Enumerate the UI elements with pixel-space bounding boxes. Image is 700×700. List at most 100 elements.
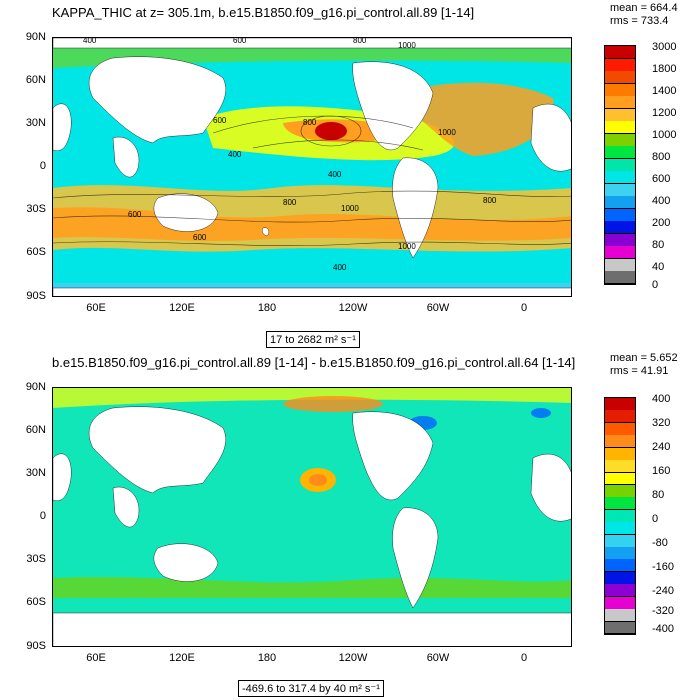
contour-label: 800	[283, 198, 297, 207]
legend-swatch	[605, 596, 635, 610]
contour-label: 600	[128, 210, 142, 219]
panel1-title: KAPPA_THIC at z= 305.1m, b.e15.B1850.f09…	[52, 5, 475, 20]
panel2-arctic-high	[283, 396, 383, 412]
lat-label: 30N	[25, 117, 46, 129]
legend-swatch	[605, 183, 635, 197]
lon-label: 120E	[169, 302, 195, 314]
panel2-legend: 400 320 240 160 80 0 -80 -160 -240 -320 …	[604, 393, 694, 642]
legend-label: 600	[652, 173, 671, 185]
legend-swatch	[605, 497, 635, 511]
contour-label: 1000	[398, 242, 416, 251]
legend-swatch	[605, 398, 635, 411]
legend-swatch	[605, 447, 635, 461]
legend-swatch	[605, 621, 635, 635]
lat-label: 0	[39, 160, 46, 172]
panel1-map-svg	[53, 38, 571, 296]
lon-label: 0	[520, 652, 528, 664]
legend-label: 400	[652, 195, 671, 207]
legend-swatch	[605, 509, 635, 523]
legend-swatch	[605, 534, 635, 548]
lat-label: 90S	[26, 290, 46, 302]
panel1-rms: rms = 733.4	[610, 15, 669, 27]
panel2-range: -469.6 to 317.4 by 40 m² s⁻¹	[238, 680, 384, 697]
panel1-legend-swatches	[604, 45, 636, 285]
legend-label: 40	[652, 261, 665, 273]
contour-label: 1000	[438, 128, 456, 137]
legend-swatch	[605, 233, 635, 247]
panel1-hotspot	[315, 122, 347, 140]
legend-swatch	[605, 472, 635, 486]
panel1-legend: 3000 1800 1400 1200 1000 800 600 400 200…	[604, 41, 694, 291]
legend-swatch	[605, 410, 635, 424]
contour-label: 600	[233, 37, 247, 45]
lon-label: 0	[520, 302, 528, 314]
lon-label: 60E	[86, 302, 106, 314]
legend-label: 0	[652, 513, 659, 525]
legend-label: 400	[652, 393, 671, 405]
panel2-legend-swatches	[604, 397, 636, 635]
legend-swatch	[605, 460, 635, 473]
legend-label: 800	[652, 151, 671, 163]
panel1-map: 400 600 800 1000 1000 800 600 400 400 60…	[52, 37, 572, 297]
legend-label: 1200	[652, 107, 677, 119]
lat-label: 30S	[26, 553, 46, 565]
lat-label: 60N	[25, 424, 46, 436]
contour-label: 600	[193, 233, 207, 242]
panel2-stats: mean = 5.652 rms = 41.91	[610, 352, 678, 378]
legend-label: 160	[652, 465, 671, 477]
lat-label: 60S	[26, 596, 46, 608]
legend-swatch	[605, 435, 635, 449]
contour-label: 1000	[398, 41, 416, 50]
lon-label: 120W	[338, 302, 368, 314]
legend-swatch	[605, 108, 635, 122]
lon-label: 60E	[86, 652, 106, 664]
panel2-title: b.e15.B1850.f09_g16.pi_control.all.89 [1…	[52, 355, 576, 370]
legend-swatch	[605, 133, 635, 147]
legend-label: 1400	[652, 85, 677, 97]
legend-swatch	[605, 208, 635, 222]
legend-swatch	[605, 96, 635, 110]
legend-label: 1800	[652, 63, 677, 75]
panel1-range: 17 to 2682 m² s⁻¹	[266, 331, 360, 348]
lat-label: 90N	[25, 381, 46, 393]
lon-label: 120W	[338, 652, 368, 664]
legend-swatch	[605, 484, 635, 498]
contour-label: 400	[328, 170, 342, 179]
legend-swatch	[605, 221, 635, 235]
panel2-map-svg	[53, 388, 571, 646]
lat-label: 30N	[25, 467, 46, 479]
lat-label: 0	[39, 510, 46, 522]
legend-label: 1000	[652, 129, 677, 141]
legend-swatch	[605, 196, 635, 210]
legend-label: 200	[652, 217, 671, 229]
contour-label: 800	[483, 196, 497, 205]
panel2-cold-patch	[531, 408, 551, 418]
lat-label: 60S	[26, 246, 46, 258]
lat-label: 90N	[25, 31, 46, 43]
panel1-north-atlantic	[418, 82, 554, 156]
legend-label: 3000	[652, 41, 677, 53]
legend-label: -160	[652, 561, 675, 573]
contour-label: 400	[228, 150, 242, 159]
panel2-southern-band	[53, 576, 571, 598]
legend-label: -320	[652, 605, 675, 617]
panel2-map	[52, 387, 572, 647]
lon-label: 60W	[426, 652, 450, 664]
panel2-mean: mean = 5.652	[610, 352, 678, 364]
panel2-continents	[53, 406, 571, 646]
legend-swatch	[605, 258, 635, 272]
legend-label: 80	[652, 239, 665, 251]
legend-swatch	[605, 422, 635, 436]
contour-label: 800	[303, 118, 317, 127]
legend-label: 0	[652, 279, 659, 291]
legend-swatch	[605, 71, 635, 85]
legend-swatch	[605, 584, 635, 598]
contour-label: 600	[213, 116, 227, 125]
contour-label: 400	[83, 37, 97, 45]
legend-label: -400	[652, 623, 675, 635]
legend-swatch	[605, 609, 635, 623]
panel1-stats: mean = 664.4 rms = 733.4	[610, 2, 678, 28]
lat-label: 90S	[26, 640, 46, 652]
legend-label: -80	[652, 537, 668, 549]
legend-swatch	[605, 46, 635, 60]
